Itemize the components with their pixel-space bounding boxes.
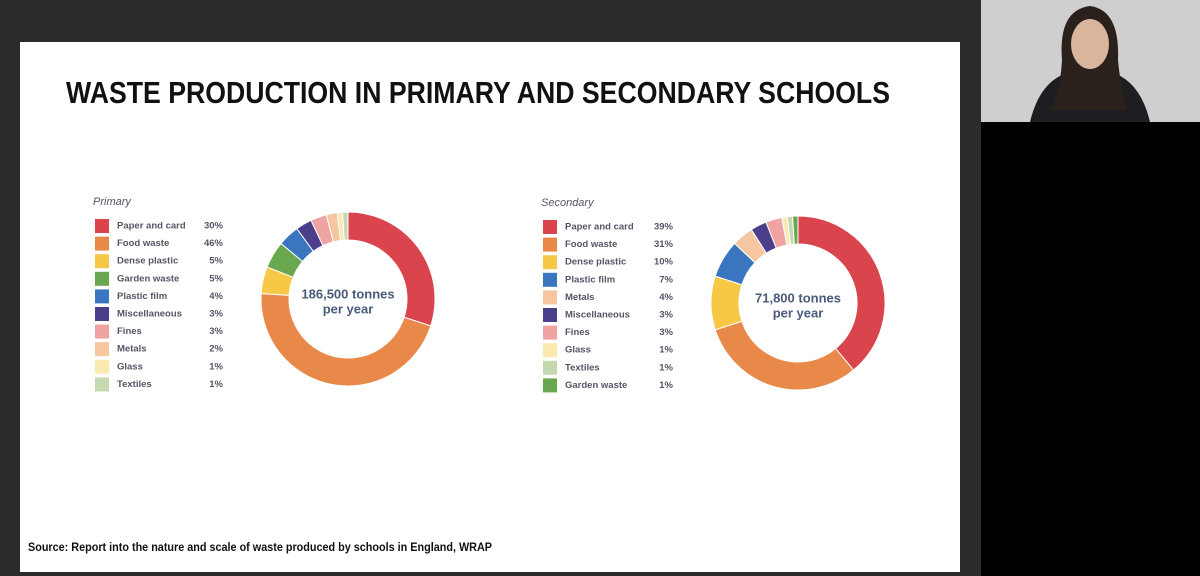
legend-value: 1% [209,361,223,372]
legend-value: 1% [659,362,673,373]
slide [20,42,960,572]
legend-swatch [95,324,109,339]
legend-label: Miscellaneous [565,310,630,321]
source-note: Source: Report into the nature and scale… [28,540,492,554]
legend-label: Garden waste [565,380,627,391]
legend-label: Textiles [117,379,152,390]
legend-value: 5% [209,273,223,284]
legend-value: 46% [204,238,224,249]
legend-label: Food waste [117,238,169,249]
legend-value: 31% [654,239,674,250]
legend-label: Glass [565,345,591,356]
center-label: 186,500 tonnes [301,286,394,301]
legend-swatch [95,359,109,374]
legend-label: Fines [117,326,142,337]
legend-label: Metals [117,344,147,355]
legend-value: 39% [654,222,674,233]
person-face [1071,19,1109,69]
legend-label: Plastic film [565,274,615,285]
legend-value: 3% [659,327,673,338]
legend-value: 1% [209,379,223,390]
legend-swatch [95,219,109,233]
center-label: per year [773,305,824,320]
legend-value: 3% [659,310,673,321]
donut-slice [260,293,432,387]
legend-swatch [543,290,557,305]
legend-swatch [543,325,557,340]
legend-label: Dense plastic [117,256,178,267]
legend-swatch [543,308,557,322]
legend-swatch [543,237,557,252]
legend-label: Textiles [565,362,600,373]
legend-swatch [95,377,109,392]
legend-swatch [543,343,557,358]
legend-swatch [95,254,109,269]
donut-slice [710,275,743,331]
legend-value: 10% [654,257,674,268]
legend-value: 30% [204,221,224,232]
legend-swatch [95,342,109,357]
legend-label: Miscellaneous [117,309,182,320]
legend-value: 4% [209,291,223,302]
legend-value: 2% [209,344,223,355]
legend-swatch [543,255,557,270]
legend-label: Dense plastic [565,257,626,268]
legend-label: Metals [565,292,595,303]
webcam-empty [981,122,1200,576]
legend-swatch [95,271,109,286]
legend-value: 1% [659,345,673,356]
legend-swatch [95,289,109,304]
legend-label: Paper and card [565,222,634,233]
legend-label: Plastic film [117,291,167,302]
legend-value: 3% [209,309,223,320]
legend-swatch [95,236,109,251]
legend-label: Garden waste [117,273,179,284]
legend-swatch [543,378,557,393]
legend-label: Glass [117,361,143,372]
legend-value: 1% [659,380,673,391]
center-label: per year [323,301,374,316]
legend-value: 3% [209,326,223,337]
legend-title: Primary [93,196,132,208]
legend-swatch [543,360,557,375]
legend-swatch [543,220,557,234]
legend-label: Food waste [565,239,617,250]
legend-label: Paper and card [117,221,186,232]
slide-title: WASTE PRODUCTION IN PRIMARY AND SECONDAR… [66,75,890,110]
legend-value: 7% [659,274,673,285]
donut-slice [792,215,799,245]
legend-swatch [95,307,109,321]
legend-swatch [543,272,557,287]
legend-value: 4% [659,292,673,303]
legend-value: 5% [209,256,223,267]
legend-title: Secondary [541,197,595,209]
donut-slice [342,211,349,241]
webcam [981,0,1200,576]
legend-label: Fines [565,327,590,338]
center-label: 71,800 tonnes [755,290,841,305]
donut-slice [797,215,886,371]
